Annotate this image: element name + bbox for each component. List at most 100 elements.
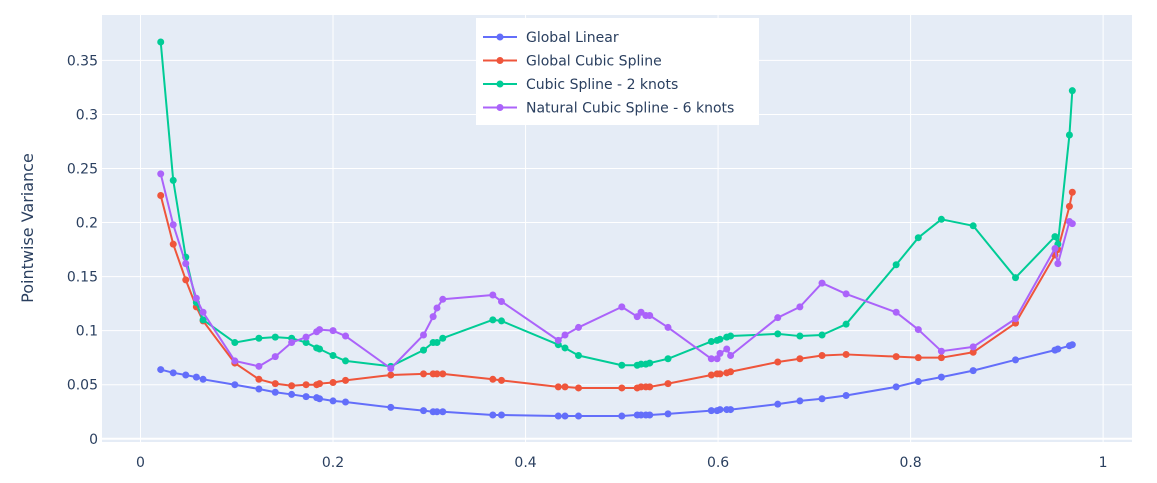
y-axis-label: Pointwise Variance: [18, 153, 37, 303]
data-point: [302, 393, 310, 401]
data-point: [169, 221, 177, 229]
legend-item[interactable]: Global Linear: [483, 30, 619, 46]
data-point: [489, 316, 497, 324]
legend-marker: [496, 57, 504, 64]
data-point: [716, 406, 724, 414]
data-point: [192, 294, 200, 302]
data-point: [713, 355, 721, 363]
data-point: [199, 308, 207, 316]
y-tick-label: 0.1: [76, 324, 98, 340]
data-point: [182, 276, 190, 284]
data-point: [433, 408, 441, 416]
data-point: [271, 353, 279, 361]
data-point: [342, 376, 350, 384]
data-point: [561, 344, 569, 352]
data-point: [554, 336, 562, 344]
legend-label: Natural Cubic Spline - 6 knots: [526, 101, 734, 117]
data-point: [707, 355, 715, 363]
legend-item[interactable]: Natural Cubic Spline - 6 knots: [483, 101, 734, 117]
data-point: [199, 316, 207, 324]
data-point: [664, 380, 672, 388]
data-point: [618, 303, 626, 311]
x-tick-label: 1: [1099, 455, 1108, 471]
data-point: [969, 367, 977, 375]
series-layer: [157, 38, 1076, 420]
data-point: [169, 240, 177, 248]
data-point: [618, 384, 626, 392]
data-point: [637, 360, 645, 368]
series-line: [159, 173, 1073, 370]
data-point: [637, 383, 645, 391]
legend-marker: [496, 80, 504, 88]
data-point: [497, 317, 505, 325]
data-point: [420, 370, 428, 378]
data-point: [561, 331, 569, 339]
data-point: [199, 375, 207, 383]
data-point: [387, 403, 395, 411]
data-point: [969, 343, 977, 351]
y-tick-label: 0.35: [67, 53, 98, 69]
legend-label: Global Linear: [526, 30, 619, 46]
data-point: [818, 279, 826, 287]
data-point: [637, 411, 645, 419]
data-point: [646, 383, 654, 391]
data-point: [316, 395, 324, 403]
data-point: [1012, 274, 1020, 282]
y-axis-ticks: 0 0.05 0.1 0.15 0.2 0.25 0.3 0.35: [67, 53, 98, 447]
data-point: [937, 347, 945, 355]
legend-item[interactable]: Cubic Spline - 2 knots: [483, 77, 678, 93]
y-tick-label: 0.2: [76, 216, 98, 232]
data-point: [182, 371, 190, 379]
data-point: [420, 331, 428, 339]
data-point: [774, 358, 782, 366]
data-point: [157, 366, 165, 374]
series-4: [157, 170, 1076, 372]
data-point: [157, 170, 165, 178]
data-point: [664, 355, 672, 363]
y-tick-label: 0.05: [67, 378, 98, 394]
x-axis-ticks: 0 0.2 0.4 0.6 0.8 1: [136, 455, 1108, 471]
data-point: [554, 412, 562, 420]
legend-label: Global Cubic Spline: [526, 54, 662, 70]
x-tick-label: 0.6: [707, 455, 729, 471]
data-point: [169, 369, 177, 377]
data-point: [255, 375, 263, 383]
data-point: [329, 397, 337, 405]
data-point: [818, 352, 826, 360]
data-point: [774, 314, 782, 322]
x-tick-label: 0.4: [514, 455, 536, 471]
legend-marker: [496, 33, 504, 41]
data-point: [1054, 260, 1062, 268]
data-point: [1012, 356, 1020, 364]
data-point: [937, 354, 945, 362]
data-point: [574, 412, 582, 420]
data-point: [231, 381, 239, 389]
data-point: [182, 260, 190, 268]
data-point: [1051, 233, 1059, 241]
data-point: [231, 357, 239, 365]
data-point: [1068, 188, 1076, 196]
data-point: [969, 348, 977, 356]
data-point: [707, 371, 715, 379]
data-point: [420, 346, 428, 354]
data-point: [439, 295, 447, 303]
data-point: [342, 357, 350, 365]
data-point: [574, 384, 582, 392]
data-point: [342, 398, 350, 406]
data-point: [497, 297, 505, 305]
data-point: [439, 408, 447, 416]
legend: Global Linear Global Cubic Spline Cubic Sp…: [476, 18, 759, 125]
data-point: [1068, 341, 1076, 349]
data-point: [439, 334, 447, 342]
x-tick-label: 0.8: [899, 455, 921, 471]
data-point: [497, 376, 505, 384]
data-point: [707, 337, 715, 345]
data-point: [192, 373, 200, 381]
data-point: [774, 330, 782, 338]
data-point: [489, 291, 497, 299]
data-point: [439, 370, 447, 378]
data-point: [329, 379, 337, 387]
data-point: [231, 339, 239, 347]
legend-item[interactable]: Global Cubic Spline: [483, 54, 662, 70]
data-point: [707, 407, 715, 415]
